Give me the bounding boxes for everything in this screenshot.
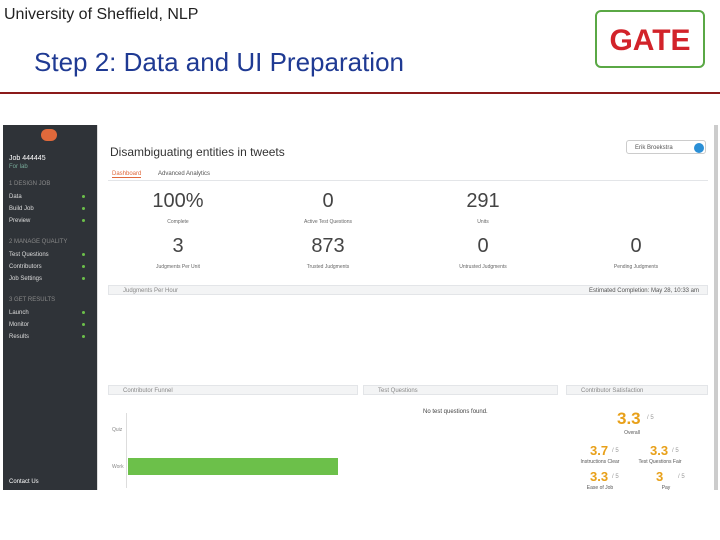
score-label: Test Questions Fair [638, 459, 682, 465]
score: 3.3 [650, 443, 669, 458]
score-label: Instructions Clear [580, 459, 620, 465]
score-label: Overall [624, 430, 640, 436]
nav-item[interactable]: Contributors [9, 264, 42, 270]
score-max: / 5 [612, 448, 619, 454]
score: 3.3 [590, 469, 609, 484]
user-caret[interactable] [694, 143, 704, 153]
stat-value: 0 [322, 190, 334, 212]
panel-header: Contributor Satisfaction [566, 385, 708, 395]
nav-item[interactable]: Data [9, 194, 22, 200]
section-title: 1 DESIGN JOB [9, 181, 51, 187]
nav-item[interactable]: Launch [9, 310, 29, 316]
scrollbar [714, 125, 718, 490]
status-dot [82, 277, 85, 280]
score-label: Pay [661, 485, 671, 491]
score: 3 [656, 469, 664, 484]
tab[interactable]: Dashboard [112, 171, 142, 178]
user-menu[interactable]: Erik Broekstra [626, 140, 706, 154]
nav-item[interactable]: Preview [9, 218, 31, 224]
timeline-chart: 05021. May12:0022. May12:0018:0012:0024.… [98, 297, 719, 377]
status-dot [82, 311, 85, 314]
nav-item[interactable]: Monitor [9, 322, 30, 328]
completion: Estimated Completion: May 28, 10:33 am [588, 288, 699, 294]
timeline-title: Judgments Per Hour [123, 288, 179, 294]
stat-value: 100% [152, 190, 204, 212]
panel-header: Contributor Funnel [108, 385, 358, 395]
stat-label: Active Test Questions [304, 219, 352, 225]
logo: GATE [595, 10, 705, 68]
score-max: / 5 [612, 474, 619, 480]
org: University of Sheffield, NLP [4, 6, 199, 23]
empty-note: No test questions found. [423, 409, 488, 415]
status-dot [82, 253, 85, 256]
stat-label: Units [477, 219, 489, 225]
stat-value: 3 [172, 235, 184, 257]
funnel-label: Quiz [112, 427, 123, 433]
status-dot [82, 335, 85, 338]
nav-item[interactable]: Build Job [9, 206, 34, 212]
status-dot [82, 219, 85, 222]
stat-value: 873 [311, 235, 345, 257]
sidebar: Job 444445 For lab 1 DESIGN JOB Data Build… [3, 125, 97, 490]
job-title: Disambiguating entities in tweets [110, 145, 285, 159]
score-max: / 5 [647, 415, 654, 421]
score-max: / 5 [678, 474, 685, 480]
status-dot [82, 265, 85, 268]
job-id: Job 444445 [9, 155, 46, 162]
stat-value: 0 [630, 235, 642, 257]
section-title: 3 GET RESULTS [9, 297, 56, 303]
status-dot [82, 323, 85, 326]
score-label: Ease of Job [586, 485, 614, 491]
score: 3.3 [617, 409, 641, 428]
section-title: 2 MANAGE QUALITY [9, 239, 68, 245]
stat-value: 0 [477, 235, 489, 257]
timeline-header: Judgments Per Hour Estimated Completion: … [108, 285, 708, 295]
slide-title: Step 2: Data and UI Preparation [34, 47, 405, 77]
contact[interactable]: Contact Us [9, 479, 39, 485]
status-dot [82, 207, 85, 210]
panel-header: Test Questions [363, 385, 558, 395]
stat-label: Pending Judgments [613, 264, 659, 270]
score-max: / 5 [672, 448, 679, 454]
tab[interactable]: Advanced Analytics [158, 171, 211, 177]
rule [0, 92, 720, 94]
funnel-label: Work [112, 464, 124, 470]
job-sub: For lab [9, 164, 28, 170]
stat-label: Complete [167, 219, 189, 225]
score: 3.7 [590, 443, 609, 458]
nav-item[interactable]: Results [9, 334, 30, 340]
stat-label: Untrusted Judgments [459, 264, 507, 270]
tab-rule [108, 180, 708, 181]
stat-label: Judgments Per Unit [156, 264, 200, 270]
app: Disambiguating entities in tweets Dashbo… [97, 125, 719, 491]
funnel-bar [128, 458, 338, 475]
nav-item[interactable]: Job Settings [9, 276, 43, 282]
stat-label: Trusted Judgments [306, 264, 350, 270]
funnel-axis [126, 413, 127, 488]
status-dot [82, 195, 85, 198]
brand-icon [41, 129, 57, 141]
stat-value: 291 [466, 190, 500, 212]
nav-item[interactable]: Test Questions [9, 252, 49, 258]
